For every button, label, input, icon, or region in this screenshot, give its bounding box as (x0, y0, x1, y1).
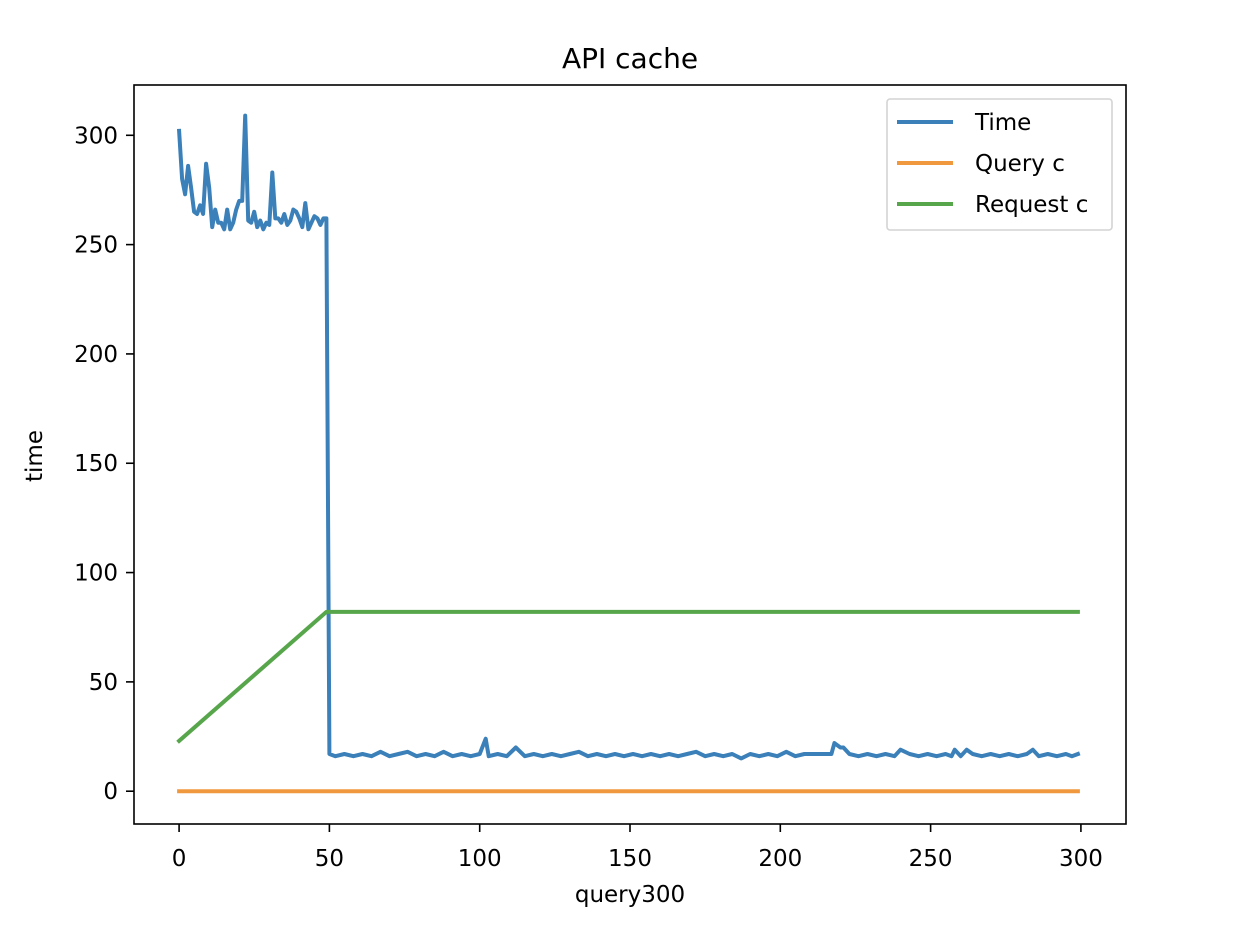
legend-box (886, 98, 1113, 231)
x-tick-label: 200 (758, 846, 802, 872)
x-tick-label: 0 (172, 846, 187, 872)
x-tick-label: 250 (909, 846, 953, 872)
x-tick-label: 100 (458, 846, 502, 872)
plot-series (176, 113, 1081, 794)
series-line-0 (176, 113, 1081, 761)
x-tick-label: 50 (315, 846, 344, 872)
x-tick-label: 300 (1059, 846, 1103, 872)
x-axis: 0 50 100 150 200 250 300 (172, 824, 1103, 872)
y-tick-label: 250 (74, 233, 118, 259)
x-axis-label: query300 (575, 882, 685, 908)
y-axis: 0 50 100 150 200 250 300 (74, 123, 134, 805)
x-tick-label: 150 (608, 846, 652, 872)
y-tick-label: 200 (74, 342, 118, 368)
y-tick-label: 300 (74, 123, 118, 149)
series-line-2 (176, 609, 1080, 744)
legend-label: Query c (975, 151, 1065, 177)
chart-title: API cache (562, 42, 698, 75)
legend: Time Query c Request c (886, 98, 1113, 231)
y-tick-label: 0 (103, 779, 118, 805)
legend-label: Request c (975, 192, 1088, 218)
y-tick-label: 150 (74, 451, 118, 477)
y-tick-label: 100 (74, 561, 118, 587)
y-axis-label: time (22, 430, 48, 482)
legend-label: Time (974, 110, 1031, 136)
y-tick-label: 50 (89, 670, 118, 696)
